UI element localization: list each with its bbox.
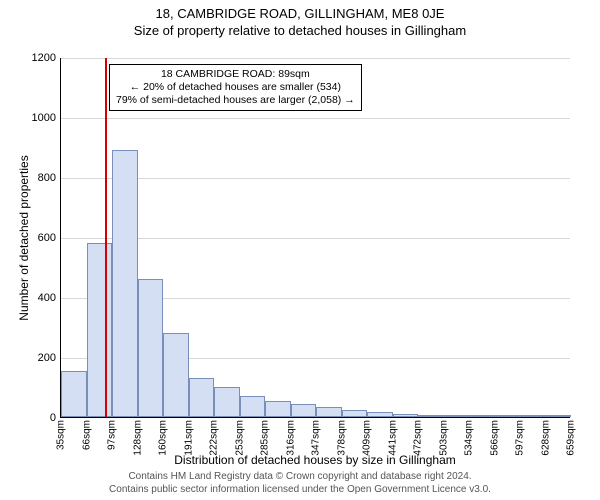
x-tick-label: 97sqm xyxy=(107,420,118,450)
y-tick-label: 1200 xyxy=(16,52,56,64)
x-tick-label: 441sqm xyxy=(387,420,398,456)
histogram-bar xyxy=(240,396,266,417)
histogram-bar xyxy=(469,415,495,417)
x-tick-label: 191sqm xyxy=(183,420,194,456)
annotation-box: 18 CAMBRIDGE ROAD: 89sqm← 20% of detache… xyxy=(109,64,362,111)
footer: Contains HM Land Registry data © Crown c… xyxy=(0,471,600,496)
x-tick-label: 628sqm xyxy=(540,420,551,456)
x-tick-label: 534sqm xyxy=(464,420,475,456)
x-tick-label: 472sqm xyxy=(413,420,424,456)
x-axis-label: Distribution of detached houses by size … xyxy=(60,453,570,467)
x-tick-label: 503sqm xyxy=(438,420,449,456)
grid-line xyxy=(61,118,570,119)
histogram-bar xyxy=(291,404,317,418)
x-tick-label: 128sqm xyxy=(132,420,143,456)
x-tick-label: 160sqm xyxy=(158,420,169,456)
histogram-bar xyxy=(342,410,368,418)
histogram-bar xyxy=(138,279,164,417)
plot-region: 02004006008001000120035sqm66sqm97sqm128s… xyxy=(60,58,570,418)
histogram-bar xyxy=(112,150,138,417)
annotation-line: 79% of semi-detached houses are larger (… xyxy=(116,94,355,107)
annotation-line: 18 CAMBRIDGE ROAD: 89sqm xyxy=(116,68,355,81)
histogram-bar xyxy=(189,378,215,417)
footer-line-2: Contains public sector information licen… xyxy=(0,484,600,497)
histogram-bar xyxy=(418,415,444,417)
histogram-bar xyxy=(393,414,419,417)
histogram-bar xyxy=(316,407,342,418)
page-subtitle: Size of property relative to detached ho… xyxy=(0,21,600,38)
histogram-bar xyxy=(61,371,87,418)
page-title: 18, CAMBRIDGE ROAD, GILLINGHAM, ME8 0JE xyxy=(0,0,600,21)
y-tick-label: 0 xyxy=(16,412,56,424)
x-tick-label: 222sqm xyxy=(209,420,220,456)
annotation-line: ← 20% of detached houses are smaller (53… xyxy=(116,81,355,94)
y-tick-label: 800 xyxy=(16,172,56,184)
x-tick-label: 253sqm xyxy=(234,420,245,456)
histogram-bar xyxy=(546,415,572,417)
histogram-bar xyxy=(495,415,521,417)
x-tick-label: 659sqm xyxy=(566,420,577,456)
histogram-bar xyxy=(367,412,393,417)
histogram-bar xyxy=(87,243,113,417)
histogram-bar xyxy=(444,415,470,417)
x-tick-label: 597sqm xyxy=(515,420,526,456)
chart-area: Number of detached properties 0200400600… xyxy=(60,58,570,418)
reference-line xyxy=(105,58,107,417)
histogram-bar xyxy=(265,401,291,418)
x-tick-label: 316sqm xyxy=(285,420,296,456)
histogram-bar xyxy=(163,333,189,417)
y-tick-label: 1000 xyxy=(16,112,56,124)
x-tick-label: 66sqm xyxy=(81,420,92,450)
x-tick-label: 35sqm xyxy=(56,420,67,450)
x-tick-label: 409sqm xyxy=(362,420,373,456)
x-tick-label: 378sqm xyxy=(336,420,347,456)
y-tick-label: 600 xyxy=(16,232,56,244)
histogram-bar xyxy=(214,387,240,417)
x-tick-label: 285sqm xyxy=(260,420,271,456)
y-tick-label: 200 xyxy=(16,352,56,364)
grid-line xyxy=(61,58,570,59)
x-tick-label: 347sqm xyxy=(311,420,322,456)
chart-container: 18, CAMBRIDGE ROAD, GILLINGHAM, ME8 0JE … xyxy=(0,0,600,500)
histogram-bar xyxy=(520,415,546,417)
footer-line-1: Contains HM Land Registry data © Crown c… xyxy=(0,471,600,484)
x-tick-label: 566sqm xyxy=(489,420,500,456)
y-tick-label: 400 xyxy=(16,292,56,304)
